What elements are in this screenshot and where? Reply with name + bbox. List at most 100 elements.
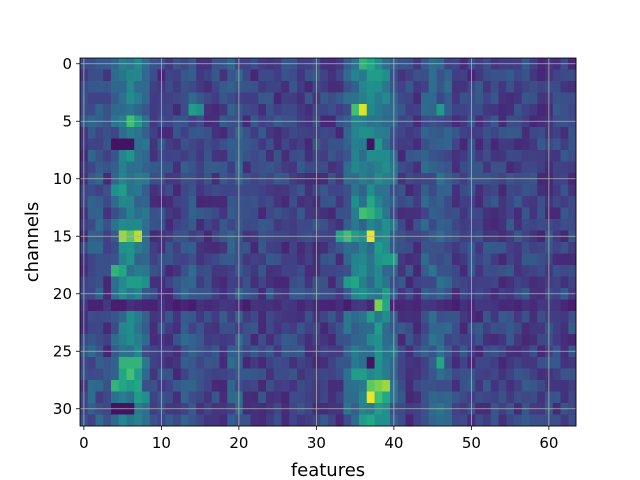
heatmap-cell: [289, 207, 298, 220]
heatmap-cell: [281, 219, 290, 231]
heatmap-cell: [498, 196, 507, 208]
heatmap-cell: [258, 92, 267, 105]
heatmap-cell: [118, 311, 127, 323]
heatmap-cell: [173, 161, 182, 174]
heatmap-cell: [552, 334, 561, 346]
heatmap-cell: [560, 414, 569, 427]
heatmap-cell: [359, 69, 368, 82]
heatmap-cell: [242, 380, 251, 392]
heatmap-cell: [568, 242, 577, 254]
heatmap-cell: [304, 253, 313, 266]
heatmap-cell: [289, 334, 298, 346]
heatmap-cell: [111, 104, 120, 116]
heatmap-cell: [118, 127, 127, 139]
heatmap-cell: [537, 150, 546, 162]
heatmap-cell: [452, 380, 461, 392]
heatmap-cell: [483, 219, 492, 231]
heatmap-cell: [219, 391, 228, 404]
heatmap-cell: [452, 242, 461, 254]
heatmap-cell: [304, 265, 313, 277]
heatmap-cell: [529, 276, 538, 289]
heatmap-cell: [568, 127, 577, 139]
heatmap-cell: [514, 380, 523, 392]
heatmap-cell: [351, 299, 360, 312]
heatmap-cell: [180, 414, 189, 427]
heatmap-cell: [281, 322, 290, 335]
heatmap-cell: [304, 219, 313, 231]
heatmap-cell: [111, 150, 120, 162]
heatmap-cell: [196, 311, 205, 323]
heatmap-cell: [95, 311, 104, 323]
heatmap-cell: [188, 219, 197, 231]
heatmap-cell: [95, 380, 104, 392]
heatmap-cell: [103, 368, 112, 381]
heatmap-cell: [343, 196, 352, 208]
heatmap-cell: [266, 104, 275, 116]
heatmap-cell: [452, 299, 461, 312]
heatmap-cell: [506, 150, 515, 162]
heatmap-cell: [211, 127, 220, 139]
heatmap-cell: [428, 69, 437, 82]
heatmap-cell: [289, 69, 298, 82]
heatmap-cell: [242, 265, 251, 277]
heatmap-cell: [242, 81, 251, 93]
heatmap-cell: [328, 322, 337, 335]
heatmap-cell: [242, 322, 251, 335]
heatmap-cell: [250, 219, 259, 231]
heatmap-cell: [552, 104, 561, 116]
heatmap-cell: [444, 150, 453, 162]
heatmap-cell: [266, 414, 275, 427]
heatmap-cell: [250, 150, 259, 162]
heatmap-cell: [304, 242, 313, 254]
heatmap-cell: [475, 242, 484, 254]
heatmap-cell: [483, 299, 492, 312]
heatmap-cell: [95, 391, 104, 404]
heatmap-cell: [142, 368, 151, 381]
heatmap-cell: [103, 322, 112, 335]
heatmap-cell: [382, 380, 391, 392]
heatmap-cell: [452, 138, 461, 151]
heatmap-cell: [452, 219, 461, 231]
heatmap-cell: [529, 265, 538, 277]
heatmap-cell: [475, 299, 484, 312]
heatmap-cell: [490, 311, 499, 323]
heatmap-cell: [444, 299, 453, 312]
heatmap-cell: [568, 414, 577, 427]
heatmap-cell: [483, 322, 492, 335]
heatmap-cell: [405, 242, 414, 254]
grid-lines: [80, 58, 576, 426]
heatmap-cell: [459, 253, 468, 266]
heatmap-cell: [142, 207, 151, 220]
heatmap-cell: [374, 196, 383, 208]
heatmap-cell: [506, 265, 515, 277]
heatmap-cell: [142, 81, 151, 93]
heatmap-cell: [95, 299, 104, 312]
heatmap-cell: [328, 391, 337, 404]
heatmap-cell: [506, 69, 515, 82]
heatmap-cell: [413, 92, 422, 105]
heatmap-cell: [490, 92, 499, 105]
heatmap-cell: [521, 207, 530, 220]
heatmap-cell: [335, 414, 344, 427]
heatmap-cell: [242, 219, 251, 231]
heatmap-cell: [413, 322, 422, 335]
heatmap-cell: [165, 380, 174, 392]
heatmap-cell: [490, 265, 499, 277]
heatmap-cell: [289, 357, 298, 369]
heatmap-cell: [242, 334, 251, 346]
heatmap-cell: [304, 196, 313, 208]
heatmap-cell: [483, 265, 492, 277]
heatmap-cell: [281, 380, 290, 392]
heatmap-cell: [529, 219, 538, 231]
heatmap-cell: [560, 253, 569, 266]
heatmap-cell: [258, 127, 267, 139]
heatmap-cell: [506, 219, 515, 231]
heatmap-cell: [95, 253, 104, 266]
heatmap-cell: [552, 196, 561, 208]
heatmap-cell: [413, 242, 422, 254]
heatmap-cell: [188, 161, 197, 174]
heatmap-cell: [560, 207, 569, 220]
heatmap-cell: [498, 92, 507, 105]
heatmap-cell: [211, 104, 220, 116]
heatmap-cell: [343, 150, 352, 162]
